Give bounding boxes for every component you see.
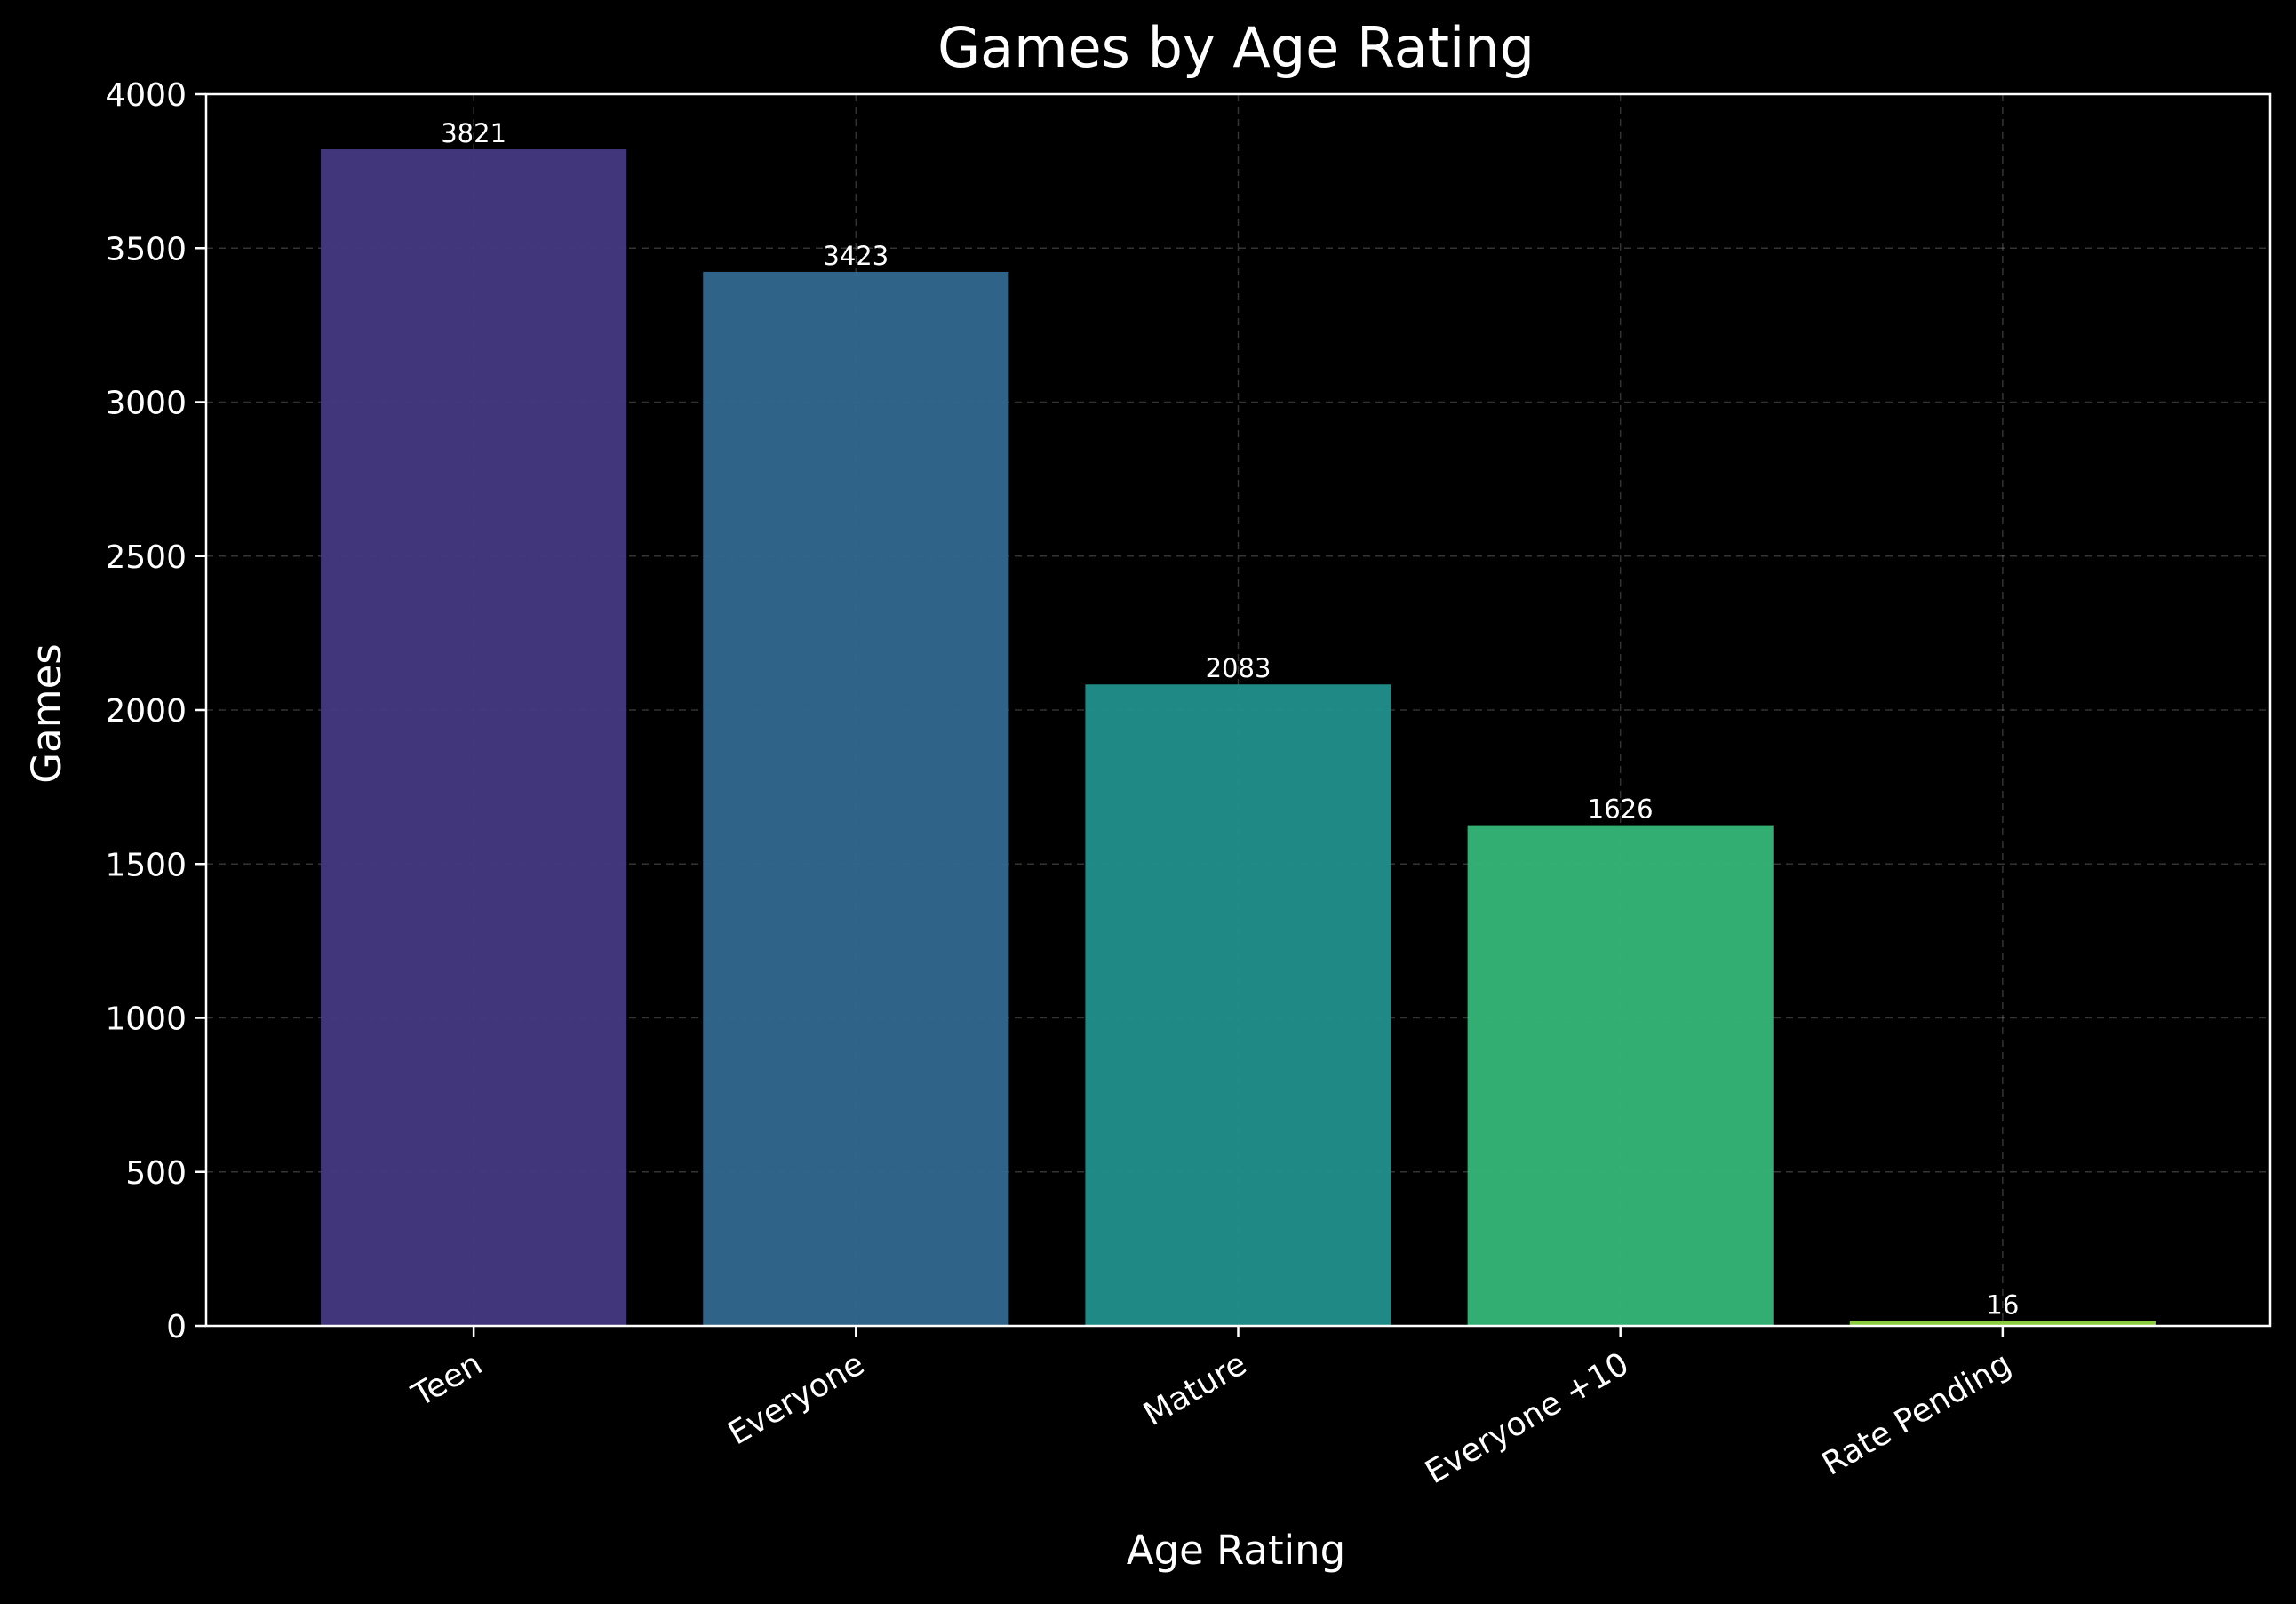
y-tick-label: 500: [125, 1155, 187, 1192]
bars: [321, 149, 2156, 1327]
bar-everyone-10: [1467, 825, 1774, 1326]
bar-value-label: 3423: [823, 241, 889, 271]
x-axis-label: Age Rating: [1127, 1527, 1345, 1574]
chart-title: Games by Age Rating: [937, 15, 1535, 80]
y-axis-label: Games: [23, 643, 70, 783]
y-tick-label: 2500: [105, 539, 187, 576]
bar-value-label: 2083: [1206, 653, 1272, 683]
y-tick-label: 4000: [105, 77, 187, 114]
bar-value-label: 3821: [441, 118, 506, 148]
bar-value-label: 16: [1986, 1289, 2019, 1320]
y-tick-label: 2000: [105, 693, 187, 730]
data-labels: 3821 3423 2083 1626 16: [441, 118, 2019, 1320]
y-axis-ticks: 0 500 1000 1500 2000 2500 3000 3500 4000: [105, 77, 206, 1345]
y-tick-label: 3000: [105, 386, 187, 422]
y-tick-label: 1500: [105, 847, 187, 883]
bar-value-label: 1626: [1588, 794, 1654, 825]
y-tick-label: 0: [166, 1309, 187, 1345]
y-tick-label: 3500: [105, 231, 187, 267]
bar-everyone: [703, 271, 1009, 1326]
y-tick-label: 1000: [105, 1002, 187, 1038]
bar-rate-pending: [1849, 1321, 2156, 1326]
bar-teen: [321, 149, 627, 1327]
bar-mature: [1085, 684, 1391, 1326]
